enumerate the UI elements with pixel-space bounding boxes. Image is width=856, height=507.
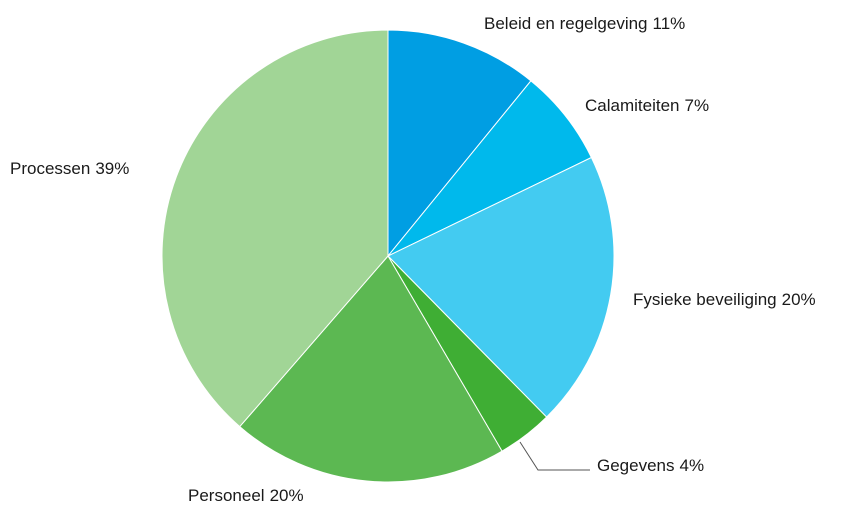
slice-label: Gegevens 4% [597,456,704,475]
slice-label: Personeel 20% [188,486,304,505]
value-label: 11% [653,14,686,33]
value-label: 20% [270,486,304,505]
slice-label: Fysieke beveiliging 20% [633,290,816,309]
pie-slice [387,156,615,418]
category-name: Personeel [188,486,265,505]
value-label: 20% [782,290,816,309]
value-label: 7% [685,96,710,115]
slice-label: Processen 39% [10,159,129,178]
pie-slice [239,255,503,483]
pie-slice [161,29,389,428]
value-label: 4% [680,456,705,475]
pie-slice [387,29,532,258]
slice-label: Beleid en regelgeving 11% [484,14,685,33]
leader-line [519,441,590,471]
category-name: Beleid en regelgeving [484,14,648,33]
category-name: Calamiteiten [585,96,680,115]
category-name: Fysieke beveiliging [633,290,777,309]
value-label: 39% [95,159,129,178]
slice-label: Calamiteiten 7% [585,96,709,115]
category-name: Gegevens [597,456,675,475]
category-name: Processen [10,159,90,178]
